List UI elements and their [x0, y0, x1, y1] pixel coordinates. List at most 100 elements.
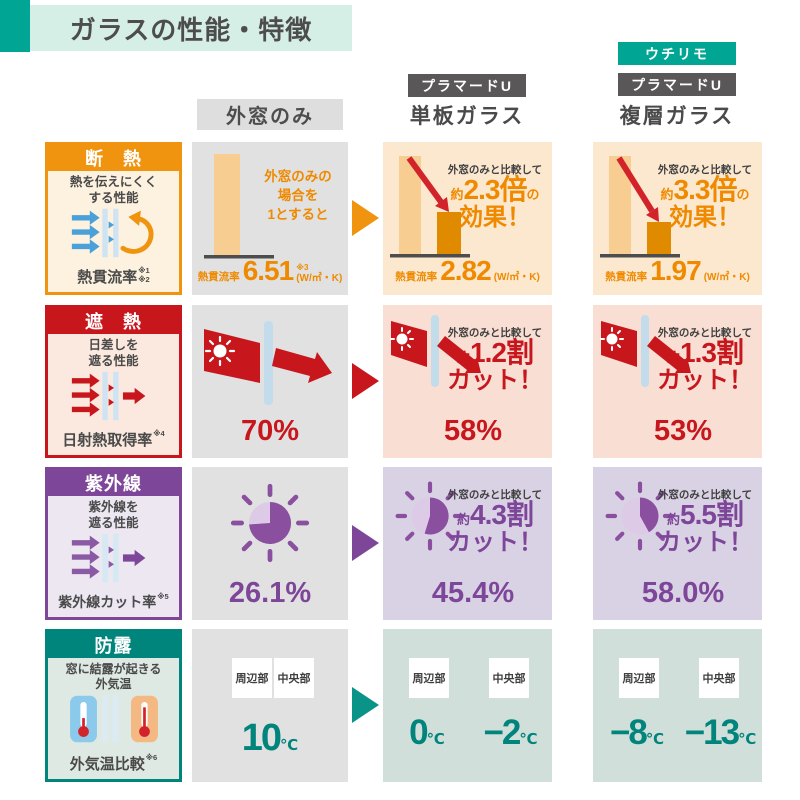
uv-single-value: 45.4%: [431, 577, 515, 609]
compare-note: 外窓のみと比較して: [657, 327, 753, 339]
badge-plamade-u-double: プラマードU: [618, 73, 736, 96]
uv-arrows-icon: [48, 532, 179, 584]
approx: 約: [450, 187, 464, 202]
note-line: 外窓のみの: [264, 169, 332, 184]
temp-unit: ℃: [519, 731, 538, 748]
temp-value: 10: [241, 717, 282, 759]
desc-line1: 窓に結露が起きる: [65, 662, 162, 676]
cut-amount: 5.5割: [680, 499, 744, 530]
column-header-single: 単板ガラス: [409, 105, 525, 128]
u-value-base: 熱貫流率 6.51 ※3 (W/㎡・K): [192, 255, 348, 287]
column-header-base: 外窓のみ: [197, 99, 343, 130]
dew-temp-center: −2℃: [469, 713, 552, 753]
zone-label-peripheral: 周辺部: [232, 658, 272, 698]
temp-value: −2: [483, 713, 521, 752]
sun-arrow-icon: [390, 315, 481, 387]
note-line: 1とすると: [267, 206, 329, 222]
uv-cell-single: 外窓のみと比較して 約4.3割 カット！ 45.4%: [383, 467, 552, 620]
metric-value: 2.82: [440, 255, 491, 286]
uv-cell-base: 26.1%: [192, 467, 348, 620]
uv-double-value: 58.0%: [641, 577, 725, 609]
badge-plamade-u-single: プラマードU: [408, 74, 526, 97]
metric-text: 紫外線カット率: [58, 594, 157, 610]
insulation-description: 熱を伝えにくく する性能: [48, 175, 179, 206]
heat-shade-metric-name: 日射熱取得率 ※4: [48, 429, 179, 450]
dew-temp-peripheral: 0℃: [383, 713, 471, 753]
cut-amount: 1.2割: [470, 337, 534, 368]
row-heat-shade: 遮 熱 日差しを 遮る性能 日射熱取得率 ※4: [0, 305, 800, 458]
insulation-label-card: 断 熱 熱を伝えにくく する性能 熱貫流率 ※1 ※2: [45, 142, 182, 295]
temp-unit: ℃: [280, 737, 299, 754]
desc-line1: 紫外線を: [88, 500, 139, 514]
effect-word: カット！: [447, 367, 543, 395]
temp-value: −8: [609, 713, 648, 752]
metric-unit: (W/㎡・K): [703, 272, 750, 283]
heat-shade-cell-double: 外窓のみと比較して 約1.3割 カット！ 53%: [593, 305, 762, 458]
thermometer-compare-icon: [48, 693, 179, 745]
metric-text: 日射熱取得率: [62, 432, 153, 449]
effect-word: 効果！: [669, 204, 741, 232]
anti-dew-label-card: 防露 窓に結露が起きる 外気温: [45, 629, 182, 782]
row-uv: 紫外線 紫外線を 遮る性能 紫外線カット率 ※5: [0, 467, 800, 620]
metric-text: 熱貫流率: [77, 269, 138, 286]
desc-line2: 遮る性能: [88, 353, 139, 368]
heat-shade-description: 日差しを 遮る性能: [48, 338, 179, 369]
heat-shade-cell-single: 外窓のみと比較して 約1.2割 カット！ 58%: [383, 305, 552, 458]
effect-highlight: 約3.3倍の 効果！: [651, 175, 759, 231]
effect-highlight: 約1.2割 カット！: [441, 338, 549, 394]
metric-text: 外気温比較: [69, 756, 145, 773]
uv-label-card: 紫外線 紫外線を 遮る性能 紫外線カット率 ※5: [45, 467, 182, 620]
uv-header: 紫外線: [48, 470, 179, 496]
anti-dew-cell-double: 周辺部 中央部 −8℃ −13℃: [593, 629, 762, 782]
insulation-cell-double: 外窓のみと比較して 約3.3倍の 効果！ 熱貫流率 1.97 (W/㎡・K): [593, 142, 762, 295]
u-value-double: 熱貫流率 1.97 (W/㎡・K): [593, 255, 762, 287]
compare-note: 外窓のみと比較して: [447, 327, 543, 339]
approx: 約: [457, 350, 471, 365]
sun-arrow-icon: [600, 315, 691, 387]
approx: 約: [667, 512, 681, 527]
column-header-double: 複層ガラス: [619, 105, 735, 128]
metric-value: 1.97: [650, 255, 701, 286]
temp-unit: ℃: [645, 731, 665, 748]
compare-note: 外窓のみと比較して: [657, 164, 753, 176]
badge-uchirimo: ウチリモ: [618, 42, 736, 65]
heat-shade-cell-base: 70%: [192, 305, 348, 458]
note-ref: ※6: [145, 753, 158, 762]
note-ref: ※5: [157, 592, 169, 601]
flow-arrow-icon: [352, 363, 379, 399]
insulation-cell-base: 外窓のみの 場合を 1とすると 熱貫流率 6.51 ※3 (W/㎡・K): [192, 142, 348, 295]
anti-dew-metric-name: 外気温比較 ※6: [48, 753, 179, 774]
u-value-single: 熱貫流率 2.82 (W/㎡・K): [383, 255, 552, 287]
compare-note: 外窓のみと比較して: [447, 489, 543, 501]
shgc-base-value: 70%: [240, 415, 300, 447]
flow-arrow-icon: [352, 200, 379, 236]
metric-unit: (W/㎡・K): [296, 272, 343, 284]
metric-label: 熱貫流率: [605, 271, 648, 283]
effect-word: カット！: [657, 367, 753, 395]
effect-highlight: 約1.3割 カット！: [651, 338, 759, 394]
anti-dew-cell-base: 周辺部 中央部 10℃: [192, 629, 348, 782]
approx: 約: [660, 187, 674, 202]
uv-cell-double: 外窓のみと比較して 約5.5割 カット！ 58.0%: [593, 467, 762, 620]
row-insulation: 断 熱 熱を伝えにくく する性能 熱貫流率 ※1 ※2: [0, 142, 800, 295]
effect-highlight: 約4.3割 カット！: [441, 500, 549, 556]
zone-label-center: 中央部: [699, 658, 739, 698]
note-ref: ※3: [296, 263, 309, 273]
sun-arrow-icon: [204, 321, 332, 405]
effect-word: カット！: [657, 529, 753, 557]
suffix: の: [526, 187, 540, 202]
desc-line2: する性能: [88, 190, 139, 205]
dew-temp-center: −13℃: [679, 713, 762, 753]
compare-note: 外窓のみと比較して: [657, 489, 753, 501]
anti-dew-description: 窓に結露が起きる 外気温: [48, 662, 179, 692]
bar-chart-icon: [204, 154, 274, 259]
compare-note: 外窓のみと比較して: [447, 164, 543, 176]
sun-pie-icon: [605, 481, 675, 551]
effect-highlight: 約2.3倍の 効果！: [441, 175, 549, 231]
approx: 約: [667, 350, 681, 365]
zone-label-peripheral: 周辺部: [409, 658, 449, 698]
suffix: の: [736, 187, 750, 202]
desc-line1: 熱を伝えにくく: [69, 175, 158, 189]
insulation-cell-single: 外窓のみと比較して 約2.3倍の 効果！ 熱貫流率 2.82 (W/㎡・K): [383, 142, 552, 295]
